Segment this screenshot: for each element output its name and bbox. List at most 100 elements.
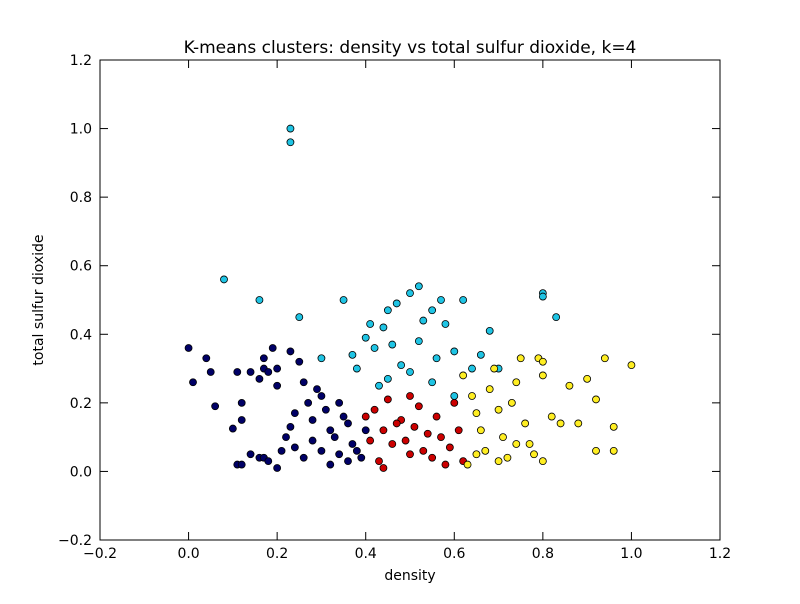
scatter-point [228,424,237,433]
scatter-point [344,419,352,428]
scatter-point [401,436,410,445]
scatter-point [410,422,419,431]
scatter-point [490,364,499,373]
scatter-point [366,436,375,445]
scatter-point [237,460,246,469]
scatter-point [304,398,313,407]
scatter-point [406,368,414,376]
scatter-point [406,289,414,298]
scatter-point [339,296,348,304]
scatter-point [268,344,277,352]
scatter-point [317,354,326,363]
scatter-point [375,457,383,466]
scatter-point [499,433,507,442]
scatter-point [388,440,397,448]
scatter-point [282,433,290,442]
scatter-point [233,368,242,376]
scatter-point [419,316,428,325]
scatter-point [392,299,401,308]
scatter-point [286,124,295,133]
scatter-point [246,368,255,376]
scatter-point [330,433,339,442]
scatter-point [308,436,317,445]
scatter-point [450,398,459,407]
scatter-point [459,371,468,380]
x-tick-label: 1.2 [709,546,731,562]
scatter-point [450,392,459,400]
scatter-point [538,457,547,466]
scatter-point [189,378,197,387]
scatter-point [445,443,454,452]
scatter-point [295,357,304,366]
scatter-point [370,405,379,414]
scatter-point [441,320,450,328]
cluster-4-points [459,354,636,469]
scatter-point [609,422,618,431]
y-axis-label: total sulfur dioxide [31,234,47,365]
scatter-point [476,426,485,435]
scatter-point [273,364,282,373]
scatter-point [525,440,534,448]
scatter-point [547,412,556,421]
scatter-point [326,426,335,435]
scatter-point [273,381,282,390]
scatter-point [414,282,423,291]
scatter-point [441,460,450,469]
scatter-point [512,378,521,387]
scatter-point [609,446,618,455]
scatter-point [352,446,361,455]
x-axis-label: density [384,568,435,584]
ticks-layer: −0.2 0.0 0.2 0.4 0.6 0.8 1.0 1.2 −0.2 0.0 0.2 0.4 0.… [58,53,731,562]
scatter-point [326,460,335,469]
scatter-point [503,453,512,462]
scatter-point [507,398,516,407]
scatter-point [273,464,282,472]
x-tick-label: 0.0 [177,546,199,562]
scatter-point [468,364,476,373]
scatter-point [414,337,423,346]
scatter-point [459,296,468,304]
scatter-point [317,392,326,400]
scatter-point [592,446,600,455]
scatter-point [321,405,330,414]
scatter-point [463,460,472,469]
scatter-point [379,323,388,332]
scatter-point [299,453,308,462]
scatter-point [366,320,375,328]
scatter-point [339,412,348,421]
scatter-point [290,443,299,452]
x-tick-label: 0.4 [355,546,377,562]
points-layer [184,124,636,472]
scatter-point [406,392,414,400]
scatter-point [406,450,414,459]
scatter-point [361,412,370,421]
scatter-point [574,419,583,428]
scatter-point [290,409,299,418]
scatter-point [264,368,273,376]
cluster-2-points [220,124,561,400]
y-tick-label: 0.4 [70,327,92,343]
y-tick-label: 0.6 [70,259,92,275]
scatter-point [583,374,592,383]
scatter-point [352,364,361,373]
scatter-point [370,344,379,352]
y-tick-label: 0.8 [70,190,92,206]
scatter-point [295,313,304,322]
scatter-point [538,357,547,366]
chart-title: K-means clusters: density vs total sulfu… [184,38,637,58]
scatter-point [335,450,344,459]
scatter-point [538,292,547,301]
scatter-point [317,446,326,455]
scatter-point [414,402,423,411]
scatter-point [472,409,481,418]
scatter-point [286,347,295,356]
scatter-point [472,450,481,459]
scatter-point [237,416,246,424]
scatter-point [428,378,437,387]
scatter-point [255,296,264,304]
scatter-point [485,385,494,394]
scatter-point [259,354,268,363]
scatter-point [379,464,388,472]
scatter-point [308,416,317,424]
